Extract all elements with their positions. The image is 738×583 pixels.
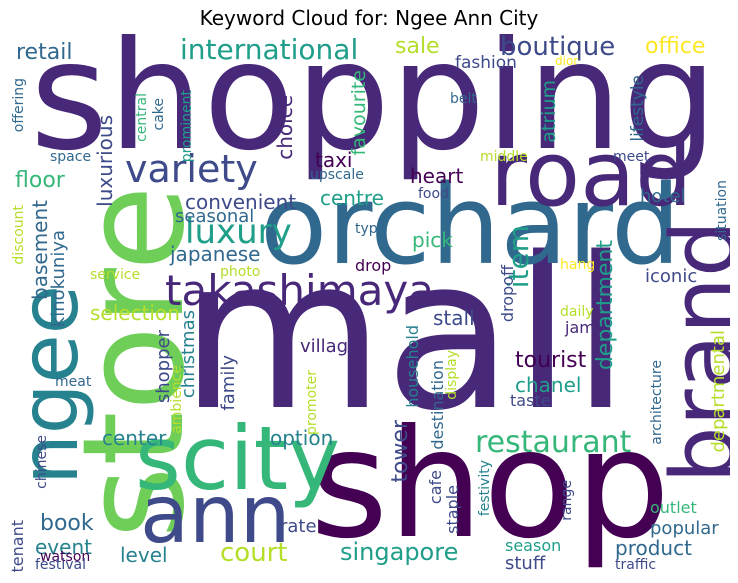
word-chanel: chanel — [515, 373, 582, 397]
word-stall: stall — [433, 306, 475, 330]
word-floor: floor — [15, 168, 65, 193]
word-prominent: prominent — [179, 90, 195, 163]
word-fashion: fashion — [455, 53, 517, 73]
word-option: option — [270, 426, 334, 450]
word-offering: offering — [11, 78, 27, 133]
word-luxury: luxury — [185, 212, 292, 252]
word-choice: choice — [273, 95, 297, 160]
word-jam: jam — [565, 318, 595, 337]
word-chinese: chinese — [34, 435, 50, 489]
word-tourist: tourist — [515, 348, 587, 373]
word-season: season — [505, 536, 562, 555]
word-cake: cake — [151, 98, 167, 131]
word-meat: meat — [55, 374, 92, 390]
word-festivity: festivity — [477, 460, 493, 517]
word-sale: sale — [395, 34, 440, 59]
word-lifestyle: lifestyle — [628, 75, 648, 142]
word-daily: daily — [560, 304, 594, 320]
word-convenient: convenient — [185, 190, 297, 214]
word-favourite: favourite — [348, 70, 370, 156]
word-book: book — [40, 511, 94, 536]
word-taste: taste — [510, 391, 551, 410]
word-household: household — [403, 325, 422, 408]
word-upscale: upscale — [310, 167, 364, 183]
word-product: product — [615, 536, 692, 560]
word-traffic: traffic — [615, 557, 657, 573]
word-cloud: shopping mall orchard store shop scity ngee ann… — [10, 30, 730, 578]
word-selection: selection — [90, 301, 180, 325]
word-middle: middle — [480, 149, 528, 165]
word-tower: tower — [388, 420, 413, 483]
word-stuff: stuff — [505, 553, 546, 574]
word-cafe: cafe — [426, 470, 445, 505]
word-court: court — [220, 538, 288, 568]
word-takashimaya: takashimaya — [165, 266, 434, 315]
word-tenant: tenant — [10, 520, 27, 573]
word-departmental: departmental — [708, 330, 729, 453]
word-kinokuniya: kinokuniya — [48, 230, 69, 328]
word-belt: belt — [450, 91, 477, 107]
word-boutique: boutique — [500, 32, 616, 62]
word-family: family — [218, 355, 239, 411]
word-village: village — [300, 336, 360, 357]
word-centre: centre — [320, 186, 384, 210]
word-mall: mall — [180, 212, 630, 457]
word-popular: popular — [650, 518, 719, 539]
word-meet: meet — [613, 149, 650, 165]
word-display: display — [444, 350, 460, 400]
word-destination: destination — [428, 360, 447, 450]
word-japanese: japanese — [170, 242, 261, 266]
word-staple: staple — [443, 485, 462, 534]
word-heart: heart — [410, 164, 464, 188]
word-restaurant: restaurant — [475, 425, 632, 460]
word-event: event — [35, 535, 92, 559]
word-scity: scity — [135, 407, 341, 510]
word-hotel: hotel — [640, 186, 686, 207]
word-office: office — [645, 34, 706, 59]
word-level: level — [120, 543, 168, 567]
word-type: type — [355, 221, 387, 237]
word-range: range — [559, 480, 575, 521]
word-space: space — [50, 149, 92, 165]
word-discount: discount — [11, 205, 27, 265]
word-shopping: shopping — [30, 30, 718, 184]
word-department: department — [593, 240, 618, 371]
word-ambience: ambience — [169, 365, 185, 434]
word-international: international — [180, 33, 359, 66]
word-photo: photo — [220, 264, 261, 280]
word-center: center — [102, 426, 167, 450]
word-food: food — [418, 186, 449, 202]
word-orchard: orchard — [260, 161, 681, 289]
word-dropoff: dropoff — [498, 265, 517, 323]
word-dior: dior — [555, 54, 579, 68]
word-taxi: taxi — [315, 148, 353, 172]
word-hang: hang — [560, 257, 596, 273]
word-service: service — [90, 267, 141, 283]
word-rate: rate — [280, 516, 317, 537]
word-singapore: singapore — [340, 538, 459, 566]
word-situation: situation — [714, 180, 730, 241]
word-architecture: architecture — [649, 360, 665, 445]
word-luxurious: luxurious — [93, 115, 117, 207]
word-drop: drop — [355, 256, 392, 275]
word-outlet: outlet — [650, 498, 697, 517]
word-ann: ann — [140, 468, 291, 561]
word-central: central — [134, 93, 150, 142]
word-pick: pick — [412, 228, 453, 252]
word-atrium: atrium — [538, 80, 560, 143]
word-seasonal: seasonal — [175, 206, 255, 227]
word-festival: festival — [35, 557, 86, 573]
word-road: road — [490, 122, 693, 227]
word-watson: watson — [40, 549, 91, 565]
word-iconic: iconic — [645, 266, 698, 287]
word-variety: variety — [125, 147, 258, 191]
chart-title: Keyword Cloud for: Ngee Ann City — [199, 6, 539, 30]
word-retail: retail — [16, 40, 73, 65]
word-shop: shop — [310, 398, 671, 572]
word-basement: basement — [28, 200, 52, 300]
